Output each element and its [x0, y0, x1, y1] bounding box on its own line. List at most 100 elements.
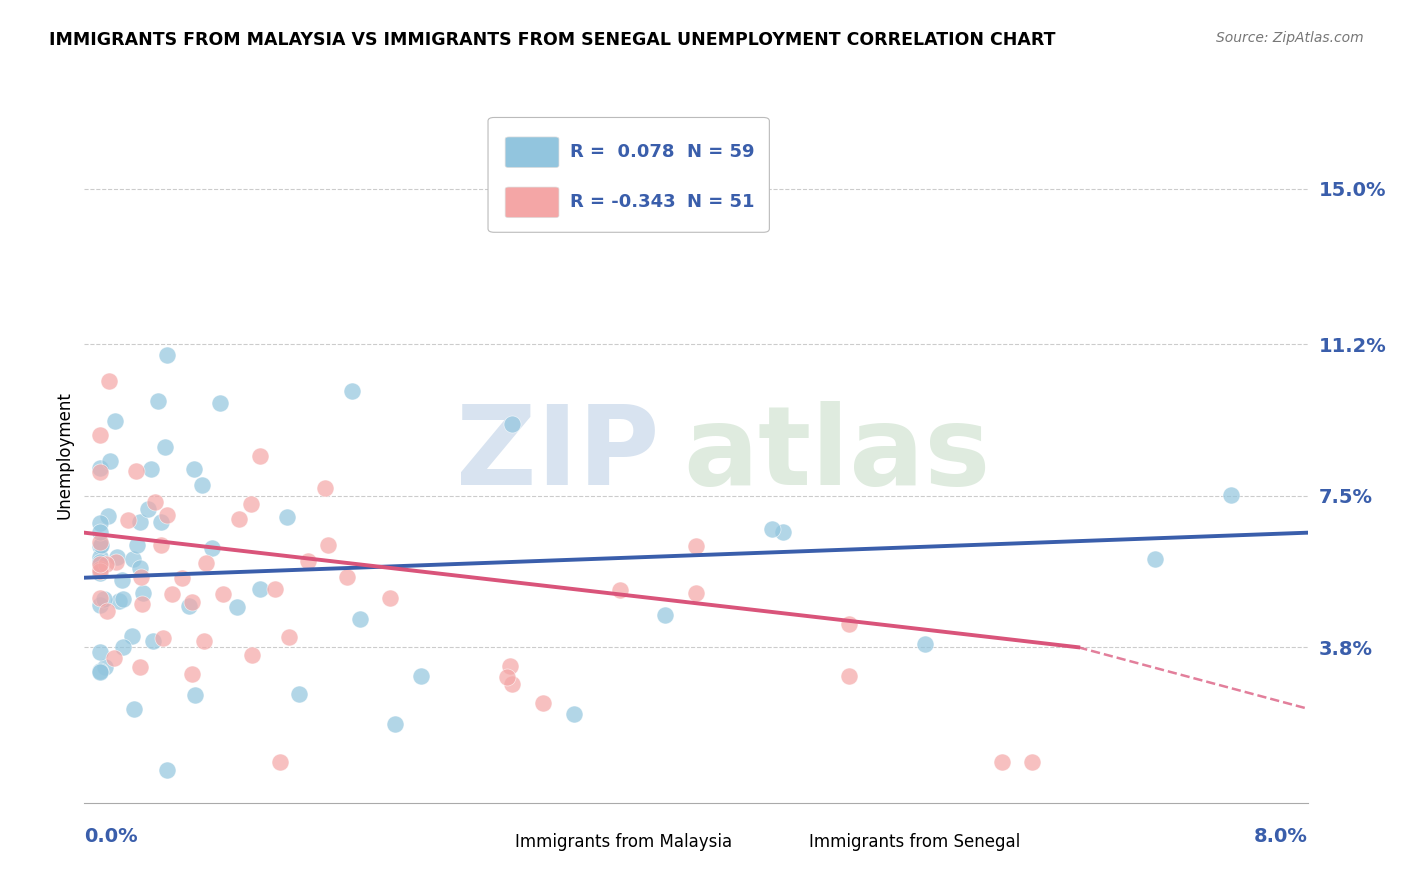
Point: [212, 586, 235, 600]
Point: [297, 554, 319, 568]
Point: [89, 516, 111, 530]
Point: [149, 516, 172, 530]
Y-axis label: Unemployment: Unemployment: [55, 391, 73, 519]
Point: [96, 604, 118, 618]
Point: [89, 591, 111, 605]
Point: [125, 464, 148, 478]
Point: [152, 631, 174, 645]
Point: [89, 665, 111, 679]
Point: [89, 535, 111, 549]
Point: [141, 462, 163, 476]
Text: atlas: atlas: [683, 401, 991, 508]
FancyBboxPatch shape: [505, 137, 560, 168]
Point: [162, 587, 184, 601]
Text: ZIP: ZIP: [456, 401, 659, 508]
Point: [127, 538, 149, 552]
Text: Source: ZipAtlas.com: Source: ZipAtlas.com: [1216, 31, 1364, 45]
Point: [131, 586, 153, 600]
FancyBboxPatch shape: [759, 830, 804, 855]
Point: [190, 477, 212, 491]
Point: [277, 631, 299, 645]
Point: [153, 441, 176, 455]
Point: [117, 513, 139, 527]
Point: [193, 634, 215, 648]
Point: [121, 629, 143, 643]
Point: [156, 763, 179, 777]
Point: [181, 667, 204, 681]
Point: [1021, 755, 1043, 769]
Point: [89, 562, 111, 576]
Point: [269, 755, 291, 769]
Point: [129, 570, 152, 584]
Point: [89, 598, 111, 612]
Point: [314, 481, 336, 495]
Point: [685, 586, 707, 600]
Point: [89, 428, 111, 442]
Point: [90, 538, 112, 552]
Point: [112, 591, 135, 606]
Point: [838, 616, 860, 631]
Point: [183, 688, 205, 702]
Point: [531, 696, 554, 710]
Point: [97, 508, 120, 523]
Point: [240, 648, 263, 662]
Text: N = 59: N = 59: [688, 143, 755, 161]
Point: [384, 716, 406, 731]
Point: [150, 538, 173, 552]
Point: [177, 599, 200, 613]
Point: [240, 497, 263, 511]
Point: [93, 592, 115, 607]
Point: [409, 668, 432, 682]
Point: [89, 465, 111, 479]
Point: [249, 582, 271, 596]
Point: [349, 612, 371, 626]
Point: [838, 669, 860, 683]
Point: [129, 660, 152, 674]
Text: R =  0.078: R = 0.078: [569, 143, 675, 161]
Point: [89, 664, 111, 678]
Point: [94, 558, 117, 572]
Point: [89, 564, 111, 578]
Point: [89, 566, 111, 580]
Point: [380, 591, 402, 605]
Point: [502, 417, 524, 431]
Point: [914, 637, 936, 651]
FancyBboxPatch shape: [505, 187, 560, 218]
Point: [148, 394, 170, 409]
Point: [772, 524, 794, 539]
Point: [105, 555, 128, 569]
Point: [654, 608, 676, 623]
Point: [340, 384, 363, 398]
Point: [143, 494, 166, 508]
Point: [128, 515, 150, 529]
Point: [131, 597, 153, 611]
Point: [89, 555, 111, 569]
Point: [105, 549, 128, 564]
Point: [336, 570, 359, 584]
Point: [112, 640, 135, 654]
Point: [108, 594, 131, 608]
Point: [89, 524, 111, 539]
Text: Immigrants from Malaysia: Immigrants from Malaysia: [515, 833, 733, 852]
Point: [496, 670, 519, 684]
Text: Immigrants from Senegal: Immigrants from Senegal: [808, 833, 1019, 852]
Point: [89, 550, 111, 565]
Point: [1143, 551, 1166, 566]
FancyBboxPatch shape: [465, 830, 510, 855]
Point: [89, 557, 111, 571]
Point: [228, 512, 250, 526]
Point: [208, 395, 231, 409]
Point: [201, 541, 224, 555]
Text: R = -0.343: R = -0.343: [569, 193, 676, 211]
Text: IMMIGRANTS FROM MALAYSIA VS IMMIGRANTS FROM SENEGAL UNEMPLOYMENT CORRELATION CHA: IMMIGRANTS FROM MALAYSIA VS IMMIGRANTS F…: [49, 31, 1056, 49]
Point: [276, 509, 298, 524]
Point: [94, 660, 117, 674]
Point: [288, 687, 311, 701]
Point: [121, 551, 143, 566]
Point: [156, 348, 179, 362]
Point: [124, 702, 146, 716]
Text: 0.0%: 0.0%: [84, 827, 138, 847]
Point: [226, 600, 249, 615]
Point: [156, 508, 179, 522]
Point: [142, 634, 165, 648]
